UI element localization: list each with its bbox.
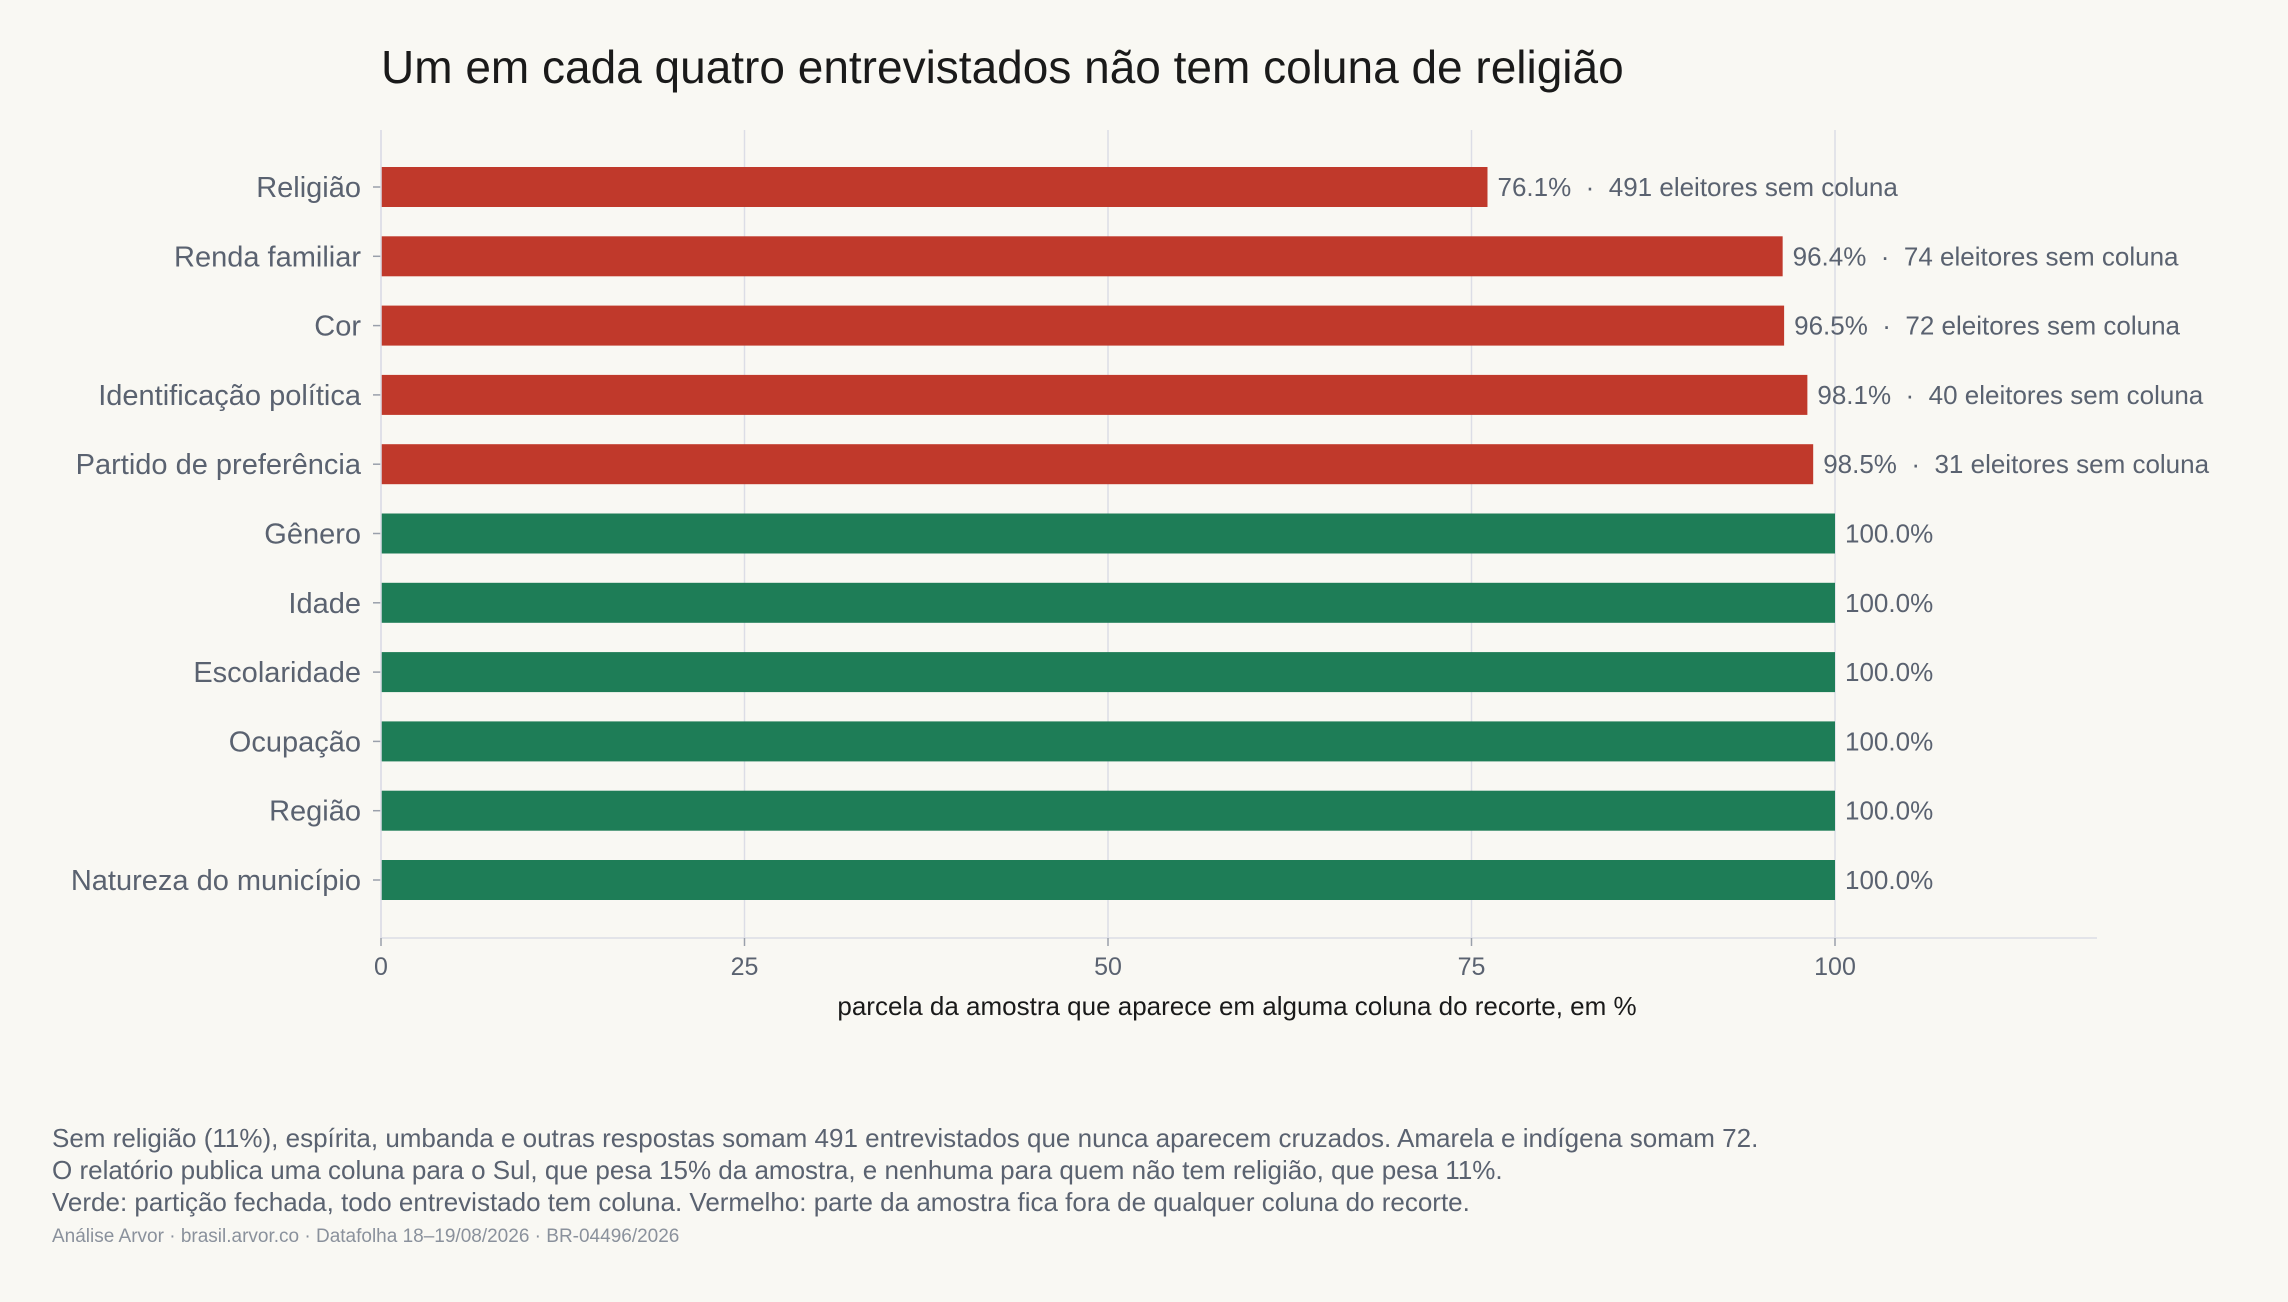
chart-title: Um em cada quatro entrevistados não tem …	[381, 41, 1624, 93]
data-label: 100.0%	[1845, 726, 1933, 756]
data-label: 96.4% · 74 eleitores sem coluna	[1793, 241, 2179, 271]
bar	[381, 582, 1835, 623]
category-label: Região	[269, 796, 361, 828]
bar	[381, 790, 1835, 831]
category-label: Gênero	[264, 519, 361, 551]
category-label: Idade	[288, 588, 361, 620]
x-tick-label: 100	[1814, 953, 1856, 981]
data-label: 100.0%	[1845, 519, 1933, 549]
data-label: 76.1% · 491 eleitores sem coluna	[1497, 172, 1898, 202]
bar	[381, 305, 1785, 346]
category-label: Ocupação	[229, 726, 361, 758]
x-tick-label: 75	[1458, 953, 1486, 981]
data-label: 100.0%	[1845, 588, 1933, 618]
note-line: Sem religião (11%), espírita, umbanda e …	[52, 1123, 1759, 1153]
bar	[381, 513, 1835, 554]
note-line: Verde: partição fechada, todo entrevista…	[52, 1187, 1470, 1217]
data-label: 100.0%	[1845, 657, 1933, 687]
chart-notes: Sem religião (11%), espírita, umbanda e …	[52, 1122, 1758, 1218]
bar	[381, 721, 1835, 762]
data-label: 100.0%	[1845, 796, 1933, 826]
bar	[381, 236, 1783, 277]
category-label: Religião	[256, 172, 361, 204]
category-label: Natureza do município	[71, 865, 361, 897]
x-tick-label: 50	[1094, 953, 1122, 981]
x-axis-title: parcela da amostra que aparece em alguma…	[837, 991, 1636, 1021]
category-label: Partido de preferência	[76, 449, 362, 481]
x-tick-label: 0	[374, 953, 388, 981]
bar	[381, 860, 1835, 900]
x-tick-label: 25	[731, 953, 759, 981]
data-label: 98.5% · 31 eleitores sem coluna	[1823, 449, 2209, 479]
category-label: Cor	[314, 311, 361, 343]
bar-chart: 0 25 50 75 100 parcela da amostra que aparece…	[71, 130, 2210, 1021]
note-line: O relatório publica uma coluna para o Su…	[52, 1155, 1503, 1185]
bar	[381, 167, 1488, 207]
bar	[381, 444, 1814, 485]
bar	[381, 374, 1808, 415]
data-label: 96.5% · 72 eleitores sem coluna	[1794, 311, 2180, 341]
data-label: 100.0%	[1845, 865, 1933, 895]
category-label: Escolaridade	[193, 657, 361, 689]
data-label: 98.1% · 40 eleitores sem coluna	[1817, 380, 2203, 410]
source-credit: Análise Arvor · brasil.arvor.co · Datafo…	[52, 1226, 680, 1247]
category-label: Identificação política	[98, 380, 362, 412]
category-label: Renda familiar	[174, 241, 361, 273]
bar	[381, 652, 1835, 693]
